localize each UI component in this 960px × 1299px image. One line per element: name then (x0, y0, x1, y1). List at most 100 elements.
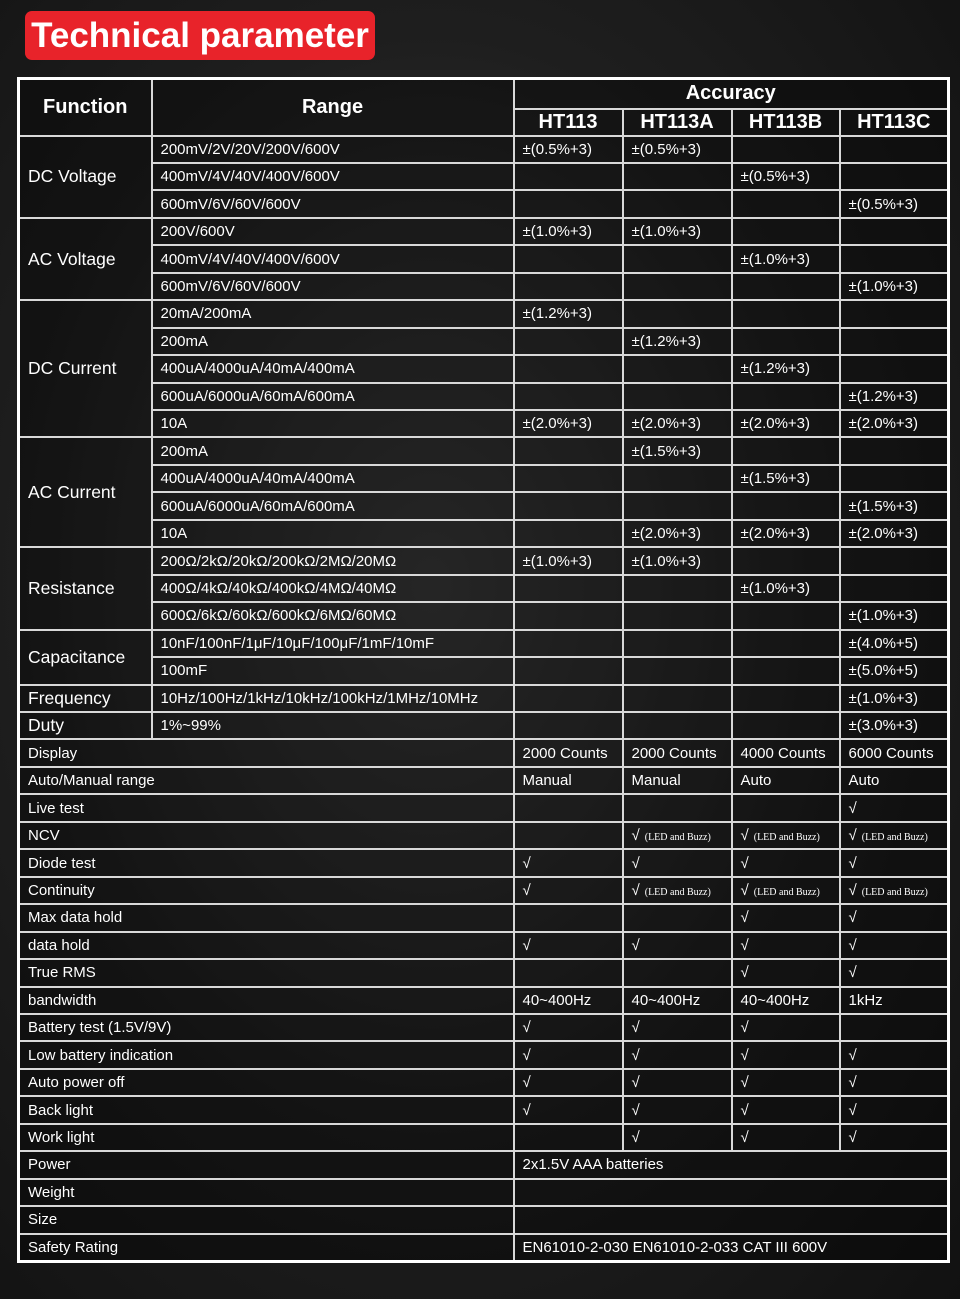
empty-cell (730, 491, 841, 521)
empty-cell (512, 601, 624, 631)
empty-cell (512, 1177, 950, 1208)
function-cell: AC Voltage (17, 216, 153, 302)
empty-cell (621, 683, 733, 714)
note: (LED and Buzz) (861, 886, 928, 898)
empty-cell (512, 656, 624, 686)
empty-cell (621, 354, 733, 384)
check-mark: √ (848, 881, 857, 899)
value-cell: ±(2.0%+3) (838, 518, 950, 549)
empty-cell (512, 381, 624, 412)
value-cell: ±(1.0%+3) (730, 244, 841, 274)
value-cell: ±(2.0%+3) (512, 409, 624, 439)
empty-cell (512, 793, 624, 823)
range-cell: 1%~99% (150, 710, 515, 741)
empty-cell (730, 381, 841, 412)
table-row: NCV √ (LED and Buzz) √ (LED and Buzz) √ (LED a… (17, 820, 950, 851)
value-cell: √ (730, 848, 841, 878)
feature-cell: Diode test (17, 848, 515, 878)
empty-cell (621, 710, 733, 741)
empty-cell (621, 491, 733, 521)
value-cell: ±(2.0%+3) (730, 518, 841, 549)
function-cell: DC Current (17, 299, 153, 439)
feature-cell: Display (17, 738, 515, 768)
empty-cell (838, 326, 950, 357)
value-cell: √ (LED and Buzz) (838, 820, 950, 851)
feature-cell: Auto/Manual range (17, 765, 515, 796)
value-cell: √ (730, 958, 841, 988)
function-cell: Duty (17, 710, 153, 741)
value-cell: √ (LED and Buzz) (621, 875, 733, 906)
range-cell: 10Hz/100Hz/1kHz/10kHz/100kHz/1MHz/10MHz (150, 683, 515, 714)
check-mark: √ (631, 827, 640, 845)
check-mark: √ (740, 881, 749, 899)
empty-cell (512, 326, 624, 357)
note: (LED and Buzz) (644, 832, 711, 844)
value-cell: ±(1.0%+3) (512, 216, 624, 247)
range-cell: 600uA/6000uA/60mA/600mA (150, 491, 515, 521)
range-cell: 20mA/200mA (150, 299, 515, 329)
table-row: Live test √ (17, 793, 950, 823)
empty-cell (838, 546, 950, 576)
range-cell: 200mA (150, 326, 515, 357)
table-row: 400uA/4000uA/40mA/400mA ±(1.5%+3) (19, 463, 950, 494)
feature-cell: Live test (17, 793, 515, 823)
table-row: 600uA/6000uA/60mA/600mA ±(1.5%+3) (19, 491, 950, 521)
value-cell: ±(4.0%+5) (838, 628, 950, 659)
table-row: 600Ω/6kΩ/60kΩ/600kΩ/6MΩ/60MΩ ±(1.0%+3) (19, 601, 950, 631)
value-cell: Manual (621, 765, 733, 796)
value-cell: √ (730, 930, 841, 961)
value-cell: √ (512, 1095, 624, 1125)
value-cell: √ (LED and Buzz) (730, 820, 841, 851)
feature-cell: True RMS (17, 958, 515, 988)
value-cell: √ (512, 1012, 624, 1043)
table-row: Auto power off √ √ √ √ (17, 1067, 950, 1098)
empty-cell (838, 216, 950, 247)
spec-table: Function Range Accuracy HT113 HT113A HT1… (17, 77, 950, 1263)
value-cell: ±(1.0%+3) (838, 601, 950, 631)
value-cell: EN61010-2-030 EN61010-2-033 CAT III 600V (512, 1232, 950, 1263)
range-cell: 200mV/2V/20V/200V/600V (150, 134, 515, 164)
value-cell: ±(2.0%+3) (621, 518, 733, 549)
value-cell: √ (838, 958, 950, 988)
range-cell: 400mV/4V/40V/400V/600V (150, 161, 515, 192)
value-cell: √ (730, 903, 841, 933)
empty-cell (621, 628, 733, 659)
empty-cell (621, 463, 733, 494)
value-cell: √ (512, 1067, 624, 1098)
empty-cell (621, 958, 733, 988)
value-cell: √ (LED and Buzz) (621, 820, 733, 851)
empty-cell (621, 381, 733, 412)
empty-cell (730, 793, 841, 823)
empty-cell (512, 820, 624, 851)
table-row: DC Voltage 200mV/2V/20V/200V/600V ±(0.5%+3… (17, 134, 950, 219)
empty-cell (512, 628, 624, 659)
table-row: Low battery indication √ √ √ √ (17, 1040, 950, 1070)
empty-cell (621, 903, 733, 933)
empty-cell (838, 161, 950, 192)
note: (LED and Buzz) (753, 832, 820, 844)
table-row: data hold √ √ √ √ (17, 930, 950, 961)
table-row: 400uA/4000uA/40mA/400mA ±(1.2%+3) (19, 354, 950, 384)
feature-cell: Weight (17, 1177, 515, 1208)
value-cell: Auto (730, 765, 841, 796)
value-cell: √ (621, 1095, 733, 1125)
value-cell: √ (838, 1095, 950, 1125)
empty-cell (730, 326, 841, 357)
empty-cell (512, 1205, 950, 1235)
title: Technical parameter (25, 11, 375, 60)
feature-cell: Low battery indication (17, 1040, 515, 1070)
value-cell: ±(0.5%+3) (621, 134, 733, 164)
value-cell: √ (730, 1122, 841, 1153)
value-cell: √ (838, 1040, 950, 1070)
empty-cell (512, 161, 624, 192)
empty-cell (512, 271, 624, 302)
empty-cell (512, 189, 624, 219)
range-cell: 600mV/6V/60V/600V (150, 189, 515, 219)
table-row: Back light √ √ √ √ (17, 1095, 950, 1125)
empty-cell (838, 299, 950, 329)
empty-cell (838, 354, 950, 384)
empty-cell (838, 463, 950, 494)
value-cell: √ (621, 1122, 733, 1153)
feature-cell: data hold (17, 930, 515, 961)
table-row: 400Ω/4kΩ/40kΩ/400kΩ/4MΩ/40MΩ ±(1.0%+3) (19, 573, 950, 604)
